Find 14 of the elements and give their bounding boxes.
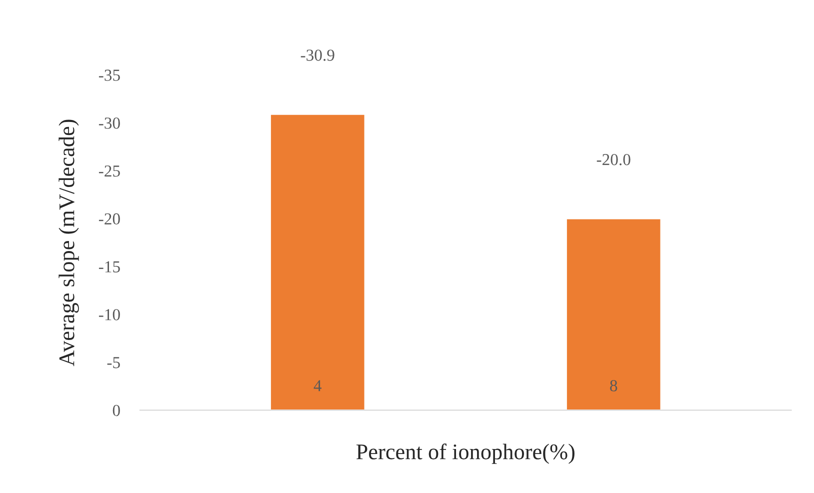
y-tick-label: -25 [98, 165, 120, 177]
data-label: -30.9 [300, 50, 334, 61]
y-tick-label: 0 [112, 404, 120, 416]
x-axis-title: Percent of ionophore(%) [356, 444, 574, 464]
y-axis-title: Average slope (mV/decade) [58, 120, 79, 366]
data-label: -20.0 [596, 154, 630, 166]
y-tick-label: -30 [98, 118, 120, 129]
x-tick-label: 8 [610, 380, 618, 392]
y-tick-label: -5 [107, 357, 120, 368]
y-tick-label: -35 [98, 70, 120, 81]
y-tick-label: -15 [98, 261, 120, 272]
x-tick-label: 4 [314, 380, 322, 392]
y-tick-label: -20 [98, 213, 120, 225]
y-tick-label: -10 [98, 309, 120, 320]
